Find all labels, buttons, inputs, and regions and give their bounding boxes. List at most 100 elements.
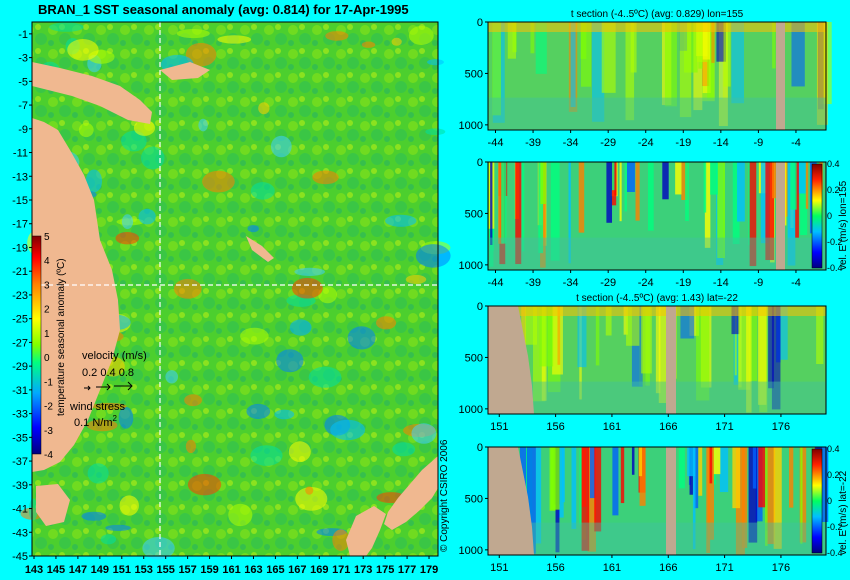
section-stripe — [741, 447, 748, 548]
section-stripe — [587, 447, 596, 552]
anomaly-patch — [408, 25, 434, 45]
lon-tick-label: 179 — [420, 564, 438, 576]
section-stripe — [702, 22, 710, 60]
section-stripe — [768, 306, 774, 389]
section-stripe — [658, 306, 670, 403]
section-stripe — [758, 447, 766, 508]
lon-tick-label: 157 — [178, 564, 196, 576]
velocity-colorbar-label: vel. E (m/s) lat=-22 — [838, 470, 849, 555]
map-colorbar-ticks: 5 4 3 2 1 0 -1 -2 -3 -4 — [44, 232, 53, 461]
velocity-colorbar — [811, 163, 823, 269]
section-stripe — [707, 447, 714, 540]
section-stripe — [771, 306, 781, 410]
anomaly-patch — [165, 370, 179, 384]
anomaly-patch — [121, 214, 134, 230]
section-stripe — [539, 306, 554, 367]
section-stripe — [561, 447, 565, 503]
section-stripe — [490, 162, 493, 246]
section-panel-v-lat22: 0 500 1000 151 156 161 166 171 176 0.4 0.2 0 -0.2 -0.… — [459, 442, 849, 574]
anomaly-patch — [325, 31, 349, 41]
map-colorbar-tick: -2 — [44, 402, 53, 413]
x-tick-label: -29 — [600, 277, 616, 289]
anomaly-patch — [240, 327, 269, 345]
lat-tick-label: -7 — [18, 100, 28, 112]
section-stripe — [689, 306, 699, 336]
section-stripe — [719, 447, 729, 493]
depth-tick-label: 1000 — [459, 260, 483, 272]
section-stripe — [776, 306, 788, 360]
section-stripe — [662, 162, 669, 200]
section-stripe — [550, 162, 560, 261]
section-stripe — [738, 306, 751, 390]
section-stripe — [749, 306, 758, 381]
land-mask — [666, 447, 676, 555]
section-stripe — [797, 162, 806, 194]
section-stripe — [805, 162, 809, 209]
lat-tick-label: -21 — [12, 266, 28, 278]
section-stripe — [639, 447, 646, 506]
lat-tick-label: -35 — [12, 432, 28, 444]
anomaly-patch — [202, 170, 235, 193]
section-stripe — [748, 447, 758, 543]
section-stripe — [717, 162, 725, 259]
section-stripe — [492, 22, 501, 116]
anomaly-patch — [119, 495, 139, 516]
anomaly-patch — [67, 39, 99, 61]
section-stripe — [522, 162, 525, 252]
section-stripe — [664, 22, 677, 107]
anomaly-patch — [250, 445, 283, 466]
section-stripe — [519, 447, 529, 506]
map-title: BRAN_1 SST seasonal anomaly (avg: 0.814)… — [38, 2, 409, 17]
anomaly-patch — [176, 28, 210, 39]
section-stripe — [795, 162, 799, 238]
wind-label: wind stress — [69, 401, 126, 413]
depth-tick-label: 0 — [477, 442, 483, 454]
x-tick-label: -39 — [525, 277, 541, 289]
section-stripe — [612, 447, 619, 516]
section-stripe — [679, 22, 692, 118]
lon-tick-label: 143 — [25, 564, 43, 576]
anomaly-patch — [246, 403, 271, 420]
anomaly-patch — [392, 442, 416, 457]
section-stripe — [737, 162, 745, 222]
wind-scale: 0.1 N/m2 — [74, 414, 118, 429]
x-tick-label: 151 — [490, 562, 508, 574]
anomaly-patch — [228, 503, 253, 527]
map-colorbar-tick: 4 — [44, 256, 50, 267]
x-tick-label: 166 — [659, 562, 677, 574]
lat-tick-label: -41 — [12, 504, 28, 516]
panel-frame — [487, 161, 827, 271]
velocity-label: velocity (m/s) — [82, 350, 147, 362]
anomaly-patch — [247, 225, 259, 233]
velocity-colorbar-tick: 0.4 — [827, 444, 840, 454]
anomaly-patch — [330, 419, 366, 441]
anomaly-patch — [86, 419, 118, 432]
section-stripe — [540, 162, 546, 205]
lon-tick-label: 147 — [69, 564, 87, 576]
anomaly-patch — [405, 274, 427, 284]
section-stripe — [620, 447, 625, 504]
lon-tick-label: 163 — [244, 564, 262, 576]
section-stripe — [693, 22, 703, 111]
land-mask — [666, 306, 676, 414]
section-stripe — [800, 447, 803, 544]
section-stripe — [732, 162, 740, 245]
section-stripe — [718, 22, 728, 127]
anomaly-patch — [141, 146, 165, 170]
section-stripe — [749, 162, 757, 267]
section-stripe — [706, 447, 711, 554]
section-stripe — [772, 22, 776, 69]
section-stripe — [696, 306, 710, 401]
lon-tick-label: 171 — [332, 564, 350, 576]
lat-tick-label: -15 — [12, 195, 28, 207]
x-tick-label: 166 — [659, 421, 677, 433]
x-tick-label: 171 — [715, 421, 733, 433]
velocity-colorbar-tick: 0 — [827, 496, 832, 506]
section-stripe — [527, 447, 536, 554]
section-stripe — [626, 162, 635, 192]
section-stripe — [685, 162, 689, 221]
anomaly-patch — [361, 41, 376, 48]
anomaly-patch — [276, 349, 304, 373]
land-tasmania — [36, 484, 70, 526]
anomaly-patch — [291, 277, 323, 299]
